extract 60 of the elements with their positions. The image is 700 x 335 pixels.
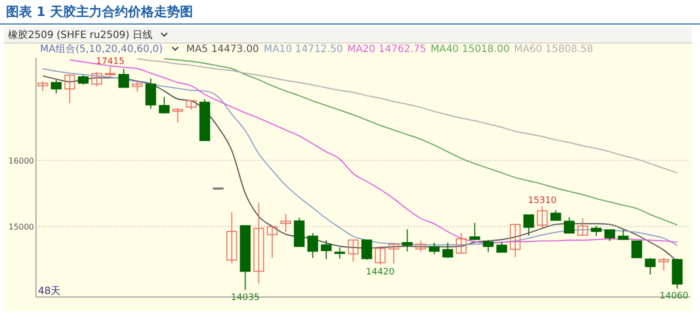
- candlestick: [644, 257, 656, 275]
- candlestick: [64, 74, 76, 104]
- candlestick: [253, 202, 264, 284]
- annotation: 14420: [366, 268, 395, 278]
- candlestick: [658, 257, 670, 271]
- candlestick: [564, 216, 575, 234]
- candlestick: [510, 224, 521, 258]
- candlestick: [590, 226, 602, 236]
- candlestick: [374, 246, 386, 266]
- candlestick: [145, 78, 156, 110]
- candlestick: [496, 242, 508, 253]
- candlestick: [550, 210, 562, 221]
- candlestick: [118, 68, 130, 88]
- candlestick: [428, 242, 440, 255]
- text: MA10 14712.50: [264, 44, 343, 55]
- candlestick: [388, 244, 400, 264]
- candlestick: [78, 74, 89, 86]
- chart-title: 图表 1 天胶主力合约价格走势图: [6, 4, 194, 20]
- candlestick: [482, 240, 494, 253]
- candlestick: [334, 246, 346, 260]
- candlestick: [158, 96, 170, 114]
- text: MA60 15808.58: [514, 44, 594, 55]
- text: MA20 14762.75: [347, 44, 426, 55]
- candlestick: [577, 218, 588, 236]
- annotation: 15310: [528, 196, 557, 206]
- candlestick: [604, 229, 616, 242]
- candlestick: [104, 66, 116, 78]
- candlestick: [361, 240, 372, 260]
- candlestick: [226, 212, 238, 264]
- candlestick: [50, 79, 62, 94]
- annotation: 14060: [660, 291, 689, 302]
- candlestick: [132, 79, 143, 92]
- chart-subtitle: 橡胶2509 (SHFE ru2509) 日线: [8, 29, 153, 41]
- candlestick: [307, 232, 318, 258]
- text: MA5 14473.00: [186, 44, 259, 55]
- candlestick: [523, 214, 534, 236]
- candlestick: [536, 205, 548, 229]
- candlestick: [402, 228, 413, 252]
- candlestick: [37, 81, 48, 92]
- line-series: [164, 58, 678, 226]
- y-tick-label: 16000: [8, 156, 34, 166]
- candlestick: [280, 213, 292, 233]
- candlestick: [456, 232, 467, 254]
- legend-title: MA组合(5,10,20,40,60,0): [40, 43, 163, 55]
- candlestick: [442, 242, 454, 258]
- candlestick: [266, 226, 278, 258]
- candlestick: [320, 240, 332, 260]
- candlestick: [91, 72, 102, 87]
- annotation: 14035: [230, 293, 260, 304]
- candlestick: [469, 222, 480, 241]
- candlestick: [172, 108, 184, 123]
- annotation: 17415: [96, 56, 125, 67]
- candlestick: [415, 240, 426, 252]
- candlestick: [631, 240, 642, 258]
- candlestick: [186, 100, 197, 110]
- candlestick: [348, 240, 359, 262]
- text: MA40 15018.00: [430, 44, 510, 55]
- y-tick-label: 15000: [8, 222, 34, 232]
- annotation: 48天: [38, 286, 61, 297]
- candlestick: [618, 229, 629, 240]
